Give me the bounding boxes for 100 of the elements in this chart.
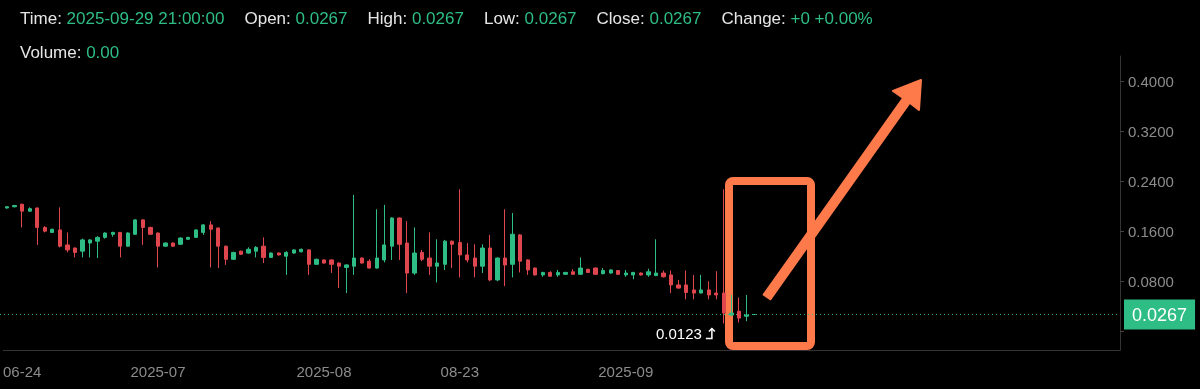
candlestick [488, 234, 492, 282]
candlestick [692, 274, 696, 300]
candlestick [624, 269, 628, 278]
candlestick [556, 269, 560, 278]
candlestick [435, 238, 439, 283]
candlestick [450, 240, 454, 269]
candlestick [5, 205, 9, 210]
candlestick [88, 238, 92, 258]
candlestick [95, 235, 100, 259]
candlestick [465, 242, 469, 263]
candlestick [480, 243, 485, 274]
candlestick [510, 212, 515, 278]
candlestick [261, 236, 266, 264]
candlestick [103, 231, 107, 240]
candlestick [684, 270, 688, 300]
candlestick [73, 246, 77, 258]
x-tick-label: 2025-07 [130, 363, 186, 380]
candlestick [601, 267, 605, 275]
candlestick [43, 225, 47, 233]
annotation: 0.0123 [655, 325, 702, 343]
y-tick-label: 0.3200 [1128, 122, 1174, 140]
candlestick [178, 236, 183, 246]
candlestick [337, 261, 341, 289]
candlestick [367, 258, 371, 270]
candlestick [186, 236, 190, 241]
candlestick [382, 204, 386, 263]
candlestick [65, 231, 70, 253]
candlestick [639, 271, 643, 277]
candlestick [360, 256, 364, 265]
x-tick-label: 08-23 [440, 363, 479, 380]
candlestick [163, 241, 168, 248]
candlestick [314, 258, 319, 266]
candlestick [427, 231, 432, 276]
y-tick-label: 0.4000 [1128, 72, 1174, 90]
candlestick [28, 206, 32, 213]
candlestick [548, 270, 552, 278]
candlestick [654, 238, 658, 277]
y-tick-label: 0.1600 [1128, 222, 1174, 240]
candlestick [661, 270, 666, 278]
x-tick-label: 06-24 [2, 363, 42, 380]
annotation: Volume: 0.00 [20, 42, 120, 64]
candlestick [375, 208, 379, 270]
candlestick [20, 203, 24, 228]
candlestick [231, 251, 236, 261]
candlestick [201, 223, 205, 236]
candlestick [171, 241, 175, 248]
text: Close: 0.0267 [596, 8, 702, 30]
candlestick [526, 258, 530, 276]
candlestick [216, 226, 220, 269]
candlestick [141, 218, 145, 246]
candlestick [307, 248, 311, 276]
candlestick [609, 268, 613, 275]
candlestick [412, 226, 417, 276]
candlestick [669, 270, 673, 294]
x-tick-label: 2025-09 [598, 363, 654, 380]
candlestick [586, 268, 590, 274]
candlestick [676, 279, 681, 290]
candlestick [533, 266, 537, 277]
text: Open: 0.0267 [244, 8, 348, 30]
candlestick [541, 271, 545, 278]
candlestick [714, 270, 718, 300]
candlestick [111, 231, 115, 238]
x-tick-label: 2025-08 [296, 363, 352, 380]
candlestick [126, 231, 130, 248]
candlestick [209, 220, 213, 268]
candlestick [224, 245, 228, 266]
candlestick [322, 258, 326, 265]
candlestick [518, 233, 522, 273]
candlestick [58, 206, 62, 248]
candlestick [292, 248, 296, 255]
candlestick [329, 258, 334, 274]
candlestick [246, 246, 251, 255]
text: Low: 0.0267 [483, 8, 577, 30]
candlestick [12, 204, 17, 208]
candlestick [148, 226, 153, 236]
y-tick-label: 0.2400 [1128, 172, 1174, 190]
candlestick [35, 206, 39, 246]
candlestick [495, 256, 500, 282]
candlestick [405, 220, 409, 294]
candlestick [390, 216, 394, 261]
candlestick [269, 251, 273, 259]
candlestick [722, 188, 726, 325]
candlestick [578, 256, 583, 276]
text: Time: 2025-09-29 21:00:00 [20, 8, 225, 30]
candlestick [118, 231, 122, 258]
candlestick [80, 238, 85, 258]
candlestick [473, 243, 477, 278]
candlestick [133, 218, 137, 236]
candlestick [646, 268, 651, 278]
candlestick [737, 296, 741, 323]
candlestick [744, 294, 749, 322]
candlestick [458, 188, 462, 278]
candlestick [616, 269, 620, 276]
candlestick [50, 228, 54, 234]
candlestick [194, 228, 198, 239]
candlestick [344, 263, 349, 294]
candlestick [631, 271, 635, 280]
candlestick [277, 251, 281, 257]
candlestick [571, 268, 575, 276]
candlestick [254, 245, 258, 258]
